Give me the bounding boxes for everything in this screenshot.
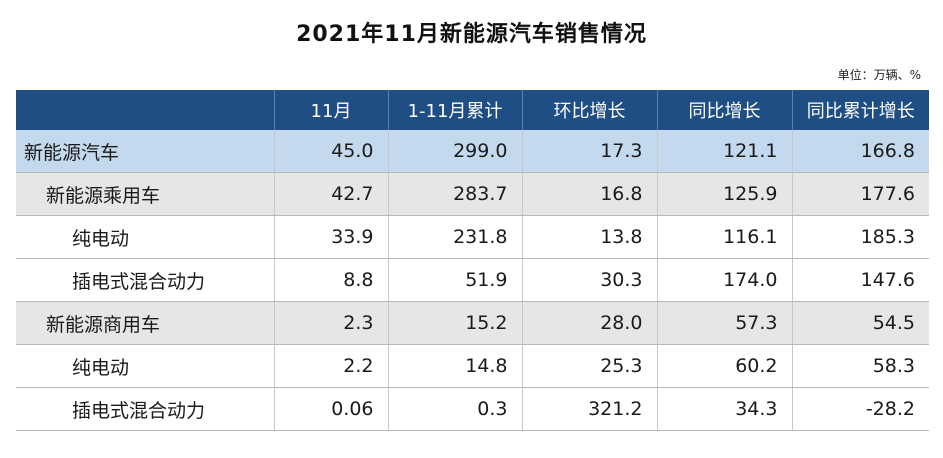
cell-value: 16.8 — [521, 172, 657, 216]
header-cell-category — [16, 90, 274, 130]
cell-value: 28.0 — [521, 301, 657, 345]
table-row: 纯电动 33.9 231.8 13.8 116.1 185.3 — [16, 215, 929, 259]
cell-value: 121.1 — [656, 130, 792, 173]
table-row: 插电式混合动力 8.8 51.9 30.3 174.0 147.6 — [16, 258, 929, 302]
table-row: 新能源商用车 2.3 15.2 28.0 57.3 54.5 — [16, 301, 929, 345]
header-cell-cumulative: 1-11月累计 — [387, 90, 522, 130]
row-label: 纯电动 — [16, 344, 274, 388]
table-row: 插电式混合动力 0.06 0.3 321.2 34.3 -28.2 — [16, 387, 929, 431]
header-cell-yoy-cumulative-growth: 同比累计增长 — [791, 90, 929, 130]
cell-value: 54.5 — [791, 301, 929, 345]
cell-value: 177.6 — [791, 172, 929, 216]
cell-value: 42.7 — [273, 172, 388, 216]
cell-value: 51.9 — [387, 258, 522, 302]
header-cell-mom-growth: 环比增长 — [521, 90, 657, 130]
cell-value: 30.3 — [521, 258, 657, 302]
header-cell-month: 11月 — [273, 90, 388, 130]
cell-value: 125.9 — [656, 172, 792, 216]
row-label: 新能源乘用车 — [16, 172, 274, 216]
cell-value: 8.8 — [273, 258, 388, 302]
cell-value: 2.2 — [273, 344, 388, 388]
row-label: 插电式混合动力 — [16, 387, 274, 431]
cell-value: 25.3 — [521, 344, 657, 388]
cell-value: 45.0 — [273, 130, 388, 173]
cell-value: 15.2 — [387, 301, 522, 345]
cell-value: 58.3 — [791, 344, 929, 388]
cell-value: 17.3 — [521, 130, 657, 173]
cell-value: 116.1 — [656, 215, 792, 259]
row-label: 插电式混合动力 — [16, 258, 274, 302]
table-header-row: 11月 1-11月累计 环比增长 同比增长 同比累计增长 — [16, 90, 929, 130]
cell-value: 14.8 — [387, 344, 522, 388]
cell-value: 166.8 — [791, 130, 929, 173]
cell-value: 147.6 — [791, 258, 929, 302]
cell-value: 283.7 — [387, 172, 522, 216]
cell-value: 2.3 — [273, 301, 388, 345]
cell-value: 13.8 — [521, 215, 657, 259]
unit-label: 单位：万辆、% — [837, 68, 921, 82]
cell-value: 299.0 — [387, 130, 522, 173]
cell-value: 0.06 — [273, 387, 388, 431]
table-row: 新能源乘用车 42.7 283.7 16.8 125.9 177.6 — [16, 172, 929, 216]
header-cell-yoy-growth: 同比增长 — [656, 90, 792, 130]
sales-table: 11月 1-11月累计 环比增长 同比增长 同比累计增长 新能源汽车 45.0 … — [16, 90, 929, 431]
table-row: 新能源汽车 45.0 299.0 17.3 121.1 166.8 — [16, 130, 929, 173]
cell-value: -28.2 — [791, 387, 929, 431]
row-label: 纯电动 — [16, 215, 274, 259]
page-title: 2021年11月新能源汽车销售情况 — [296, 22, 647, 47]
table-row: 纯电动 2.2 14.8 25.3 60.2 58.3 — [16, 344, 929, 388]
cell-value: 57.3 — [656, 301, 792, 345]
cell-value: 34.3 — [656, 387, 792, 431]
row-label: 新能源汽车 — [16, 130, 274, 173]
row-label: 新能源商用车 — [16, 301, 274, 345]
cell-value: 231.8 — [387, 215, 522, 259]
cell-value: 321.2 — [521, 387, 657, 431]
cell-value: 60.2 — [656, 344, 792, 388]
cell-value: 33.9 — [273, 215, 388, 259]
cell-value: 185.3 — [791, 215, 929, 259]
cell-value: 0.3 — [387, 387, 522, 431]
cell-value: 174.0 — [656, 258, 792, 302]
